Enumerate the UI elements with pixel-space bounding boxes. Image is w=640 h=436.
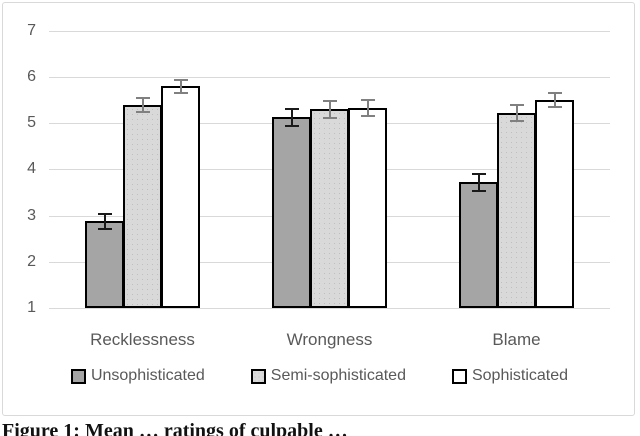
error-bar-cap-top xyxy=(547,92,562,95)
error-bar xyxy=(135,97,150,113)
error-bar-cap-bottom xyxy=(471,189,486,192)
category-label: Recklessness xyxy=(90,330,195,349)
error-bar xyxy=(360,98,375,118)
error-bar-cap-top xyxy=(97,212,112,215)
error-bar-cap-bottom xyxy=(509,120,524,123)
legend-item: Sophisticated xyxy=(451,367,569,385)
bar xyxy=(310,109,349,308)
error-bar-cap-top xyxy=(135,97,150,100)
y-tick-label: 1 xyxy=(27,299,36,316)
error-bar-stem xyxy=(179,78,182,95)
error-bar-cap-top xyxy=(284,108,299,111)
error-bar-cap-bottom xyxy=(322,116,337,119)
category-label: Wrongness xyxy=(286,330,373,349)
gridline xyxy=(49,308,610,309)
bar xyxy=(123,104,162,308)
legend-label: Sophisticated xyxy=(471,367,569,384)
y-tick-label: 5 xyxy=(27,114,36,132)
error-bar-cap-top xyxy=(360,98,375,101)
error-bar xyxy=(547,92,562,109)
error-bar-cap-bottom xyxy=(284,124,299,127)
error-bar xyxy=(471,173,486,192)
bar xyxy=(348,108,387,308)
legend-item: Semi-sophisticated xyxy=(250,367,406,385)
error-bar-stem xyxy=(103,212,106,230)
legend-swatch xyxy=(250,368,266,384)
legend-item: Unsophisticated xyxy=(70,367,205,385)
legend-label: Semi-sophisticated xyxy=(270,367,406,384)
bar xyxy=(272,117,311,308)
bar xyxy=(535,100,574,308)
legend-label: Unsophisticated xyxy=(90,367,205,384)
y-tick-label: 6 xyxy=(27,68,36,86)
error-bar-stem xyxy=(328,100,331,119)
error-bar-stem xyxy=(515,103,518,123)
bar xyxy=(161,86,200,308)
error-bar xyxy=(284,108,299,127)
error-bar-stem xyxy=(553,92,556,109)
error-bar-cap-top xyxy=(173,78,188,81)
error-bar-cap-bottom xyxy=(173,92,188,95)
error-bar-stem xyxy=(366,98,369,118)
legend-swatch xyxy=(70,368,86,384)
y-tick-label: 4 xyxy=(27,160,36,178)
error-bar xyxy=(97,212,112,230)
error-bar-stem xyxy=(290,108,293,127)
y-tick-label: 7 xyxy=(27,21,36,39)
legend: Unsophisticated Semi-sophisticated Sophist… xyxy=(3,367,636,385)
error-bar xyxy=(509,103,524,123)
category-label: Blame xyxy=(492,330,541,349)
y-tick-label: 3 xyxy=(27,206,36,224)
error-bar-cap-bottom xyxy=(547,106,562,109)
error-bar-cap-bottom xyxy=(360,115,375,118)
error-bar-cap-top xyxy=(322,100,337,103)
error-bar xyxy=(173,78,188,95)
error-bar-stem xyxy=(141,97,144,113)
error-bar-cap-top xyxy=(471,173,486,176)
figure-caption: Figure 1: Mean … ratings of culpable … xyxy=(2,420,348,436)
legend-swatch xyxy=(451,368,467,384)
bar xyxy=(85,221,124,308)
y-tick-label: 2 xyxy=(27,252,36,270)
error-bar-cap-bottom xyxy=(135,110,150,113)
error-bar-cap-top xyxy=(509,103,524,106)
error-bar xyxy=(322,100,337,119)
gridline xyxy=(49,77,610,79)
error-bar-cap-bottom xyxy=(97,227,112,230)
bar xyxy=(459,182,498,308)
gridline xyxy=(49,30,610,32)
bar xyxy=(497,113,536,308)
error-bar-stem xyxy=(477,173,480,192)
